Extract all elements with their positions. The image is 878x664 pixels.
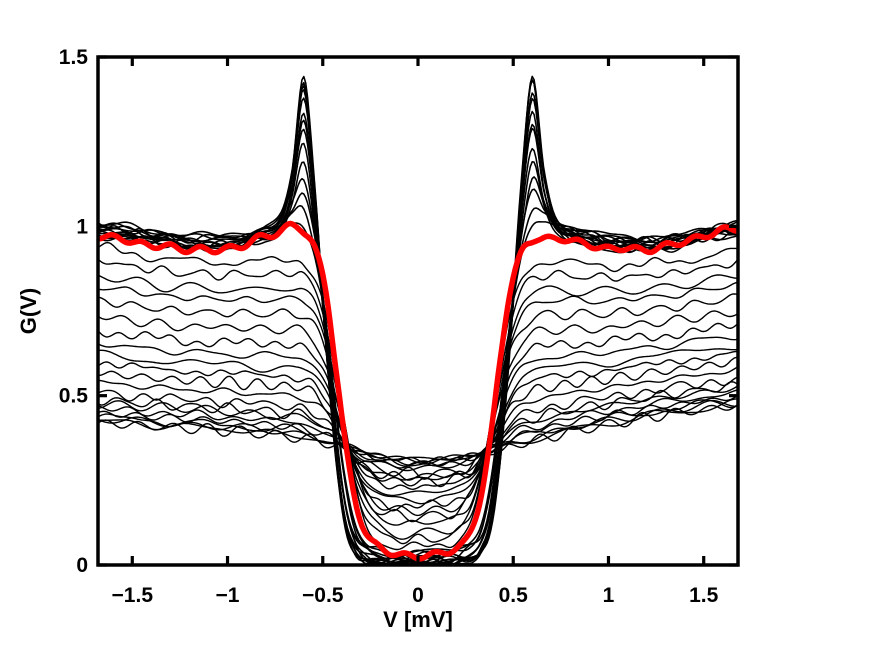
spectrum-curve <box>97 142 739 565</box>
spectrum-curve <box>97 350 739 490</box>
x-tick-label: 1.5 <box>689 584 719 607</box>
x-tick-label: 1 <box>603 584 615 607</box>
y-tick-label: 1.5 <box>59 46 89 69</box>
spectrum-curve <box>97 241 739 551</box>
spectrum-curve <box>97 381 739 480</box>
spectrum-curve <box>97 127 739 560</box>
spectrum-curve <box>97 376 739 481</box>
spectrum-curve <box>97 310 739 517</box>
x-tick-label: −0.5 <box>302 584 344 607</box>
x-axis-label: V [mV] <box>383 607 453 632</box>
spectrum-curve <box>97 348 739 497</box>
curves-layer <box>97 75 739 565</box>
spectrum-curve <box>97 110 739 565</box>
y-tick-label: 1 <box>76 215 88 238</box>
y-axis-label: G(V) <box>16 288 41 334</box>
y-tick-label: 0 <box>76 554 88 577</box>
spectrum-curve <box>97 281 739 526</box>
spectrum-curve <box>97 274 739 540</box>
spectrum-curve <box>97 97 739 565</box>
spectrum-curve <box>97 389 739 469</box>
spectrum-curve <box>97 258 739 545</box>
plot-box <box>96 55 740 567</box>
spectrum-curve <box>97 395 739 467</box>
x-tick-label: −1 <box>216 584 240 607</box>
spectrum-curve <box>97 385 739 472</box>
spectrum-curve <box>97 293 739 523</box>
spectrum-curve <box>97 89 739 565</box>
y-tick-label: 0.5 <box>59 385 89 408</box>
x-tick-label: −1.5 <box>112 584 154 607</box>
axes-layer: −1.5 −1 −0.5 0 0.5 1 1.5 0 0.5 1 1.5 <box>59 46 740 607</box>
spectrum-curve <box>97 322 739 512</box>
x-tick-label: 0.5 <box>499 584 529 607</box>
spectrum-curve <box>97 366 739 481</box>
spectrum-curve <box>97 403 739 463</box>
x-tick-label: 0 <box>412 584 424 607</box>
spectrum-curve <box>97 336 739 505</box>
spectrum-curve <box>97 356 739 488</box>
